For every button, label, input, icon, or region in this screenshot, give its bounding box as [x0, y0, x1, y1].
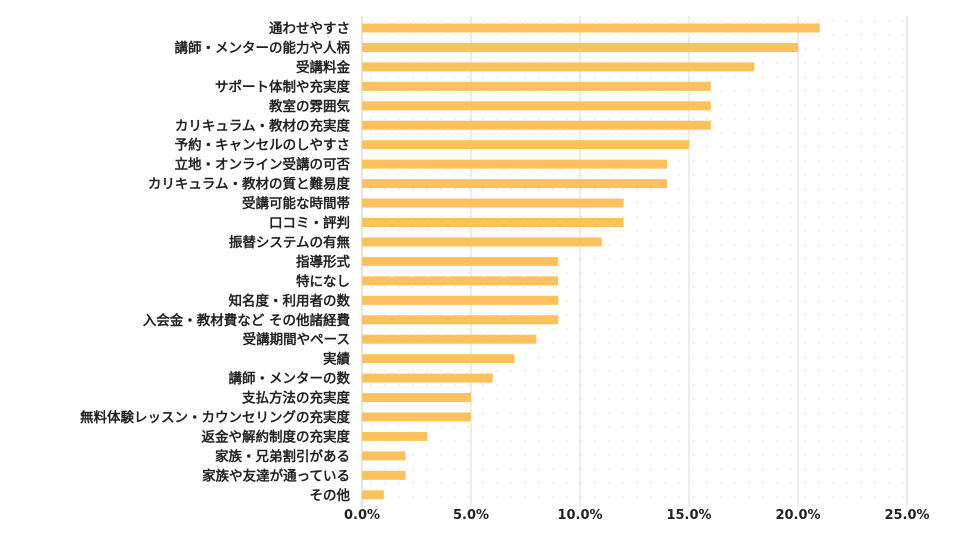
- category-label: 家族や友達が通っている: [202, 467, 350, 484]
- x-tick-label: 25.0%: [884, 508, 929, 523]
- bar: [362, 276, 559, 286]
- category-label: カリキュラム・教材の質と難易度: [148, 176, 351, 193]
- bars: [362, 23, 820, 500]
- category-label: サポート体制や充実度: [215, 78, 350, 95]
- category-label: 教室の雰囲気: [269, 98, 350, 115]
- category-label: 立地・オンライン受講の可否: [175, 156, 351, 173]
- bar: [362, 159, 668, 169]
- category-label: 受講期間やペース: [243, 331, 350, 348]
- category-label: 特になし: [296, 273, 350, 290]
- bar: [362, 218, 624, 227]
- category-label: 講師・メンターの数: [229, 370, 351, 387]
- bar: [362, 81, 711, 91]
- bar: [362, 354, 515, 364]
- category-label: 家族・兄弟割引がある: [215, 448, 350, 465]
- category-label: カリキュラム・教材の充実度: [175, 117, 351, 134]
- category-label: 通わせやすさ: [269, 21, 350, 37]
- bar: [362, 315, 559, 325]
- x-tick-label: 15.0%: [666, 508, 711, 523]
- category-label: 無料体験レッスン・カウンセリングの充実度: [80, 409, 350, 426]
- x-tick-label: 10.0%: [557, 508, 602, 523]
- bar: [362, 42, 798, 52]
- x-tick-labels: 0.0% 5.0% 10.0% 15.0% 20.0% 25.0%: [344, 508, 930, 523]
- bar: [362, 23, 820, 33]
- category-label: 指導形式: [296, 253, 350, 270]
- category-label: 実績: [323, 351, 350, 368]
- category-label: 入会金・教材費など その他諸経費: [143, 312, 351, 329]
- bar: [362, 179, 668, 189]
- bar: [362, 373, 493, 383]
- bar: [362, 101, 711, 111]
- category-label: 返金や解約制度の充実度: [202, 428, 351, 445]
- bar: [362, 431, 428, 441]
- bar: [362, 198, 624, 208]
- category-label: 予約・キャンセルのしやすさ: [175, 137, 350, 154]
- bar: [362, 62, 755, 72]
- bar: [362, 120, 711, 130]
- bar: [362, 393, 471, 403]
- bar: [362, 451, 406, 461]
- x-tick-label: 5.0%: [453, 508, 489, 523]
- category-label: 支払方法の充実度: [241, 390, 350, 407]
- bar: [362, 490, 384, 500]
- category-label: その他: [310, 487, 351, 504]
- bar: [362, 295, 559, 305]
- category-labels: 通わせやすさ講師・メンターの能力や人柄受講料金サポート体制や充実度教室の雰囲気カ…: [80, 21, 350, 504]
- x-tick-label: 0.0%: [344, 508, 380, 523]
- bar: [362, 140, 689, 150]
- category-label: 講師・メンターの能力や人柄: [175, 39, 351, 56]
- category-label: 振替システムの有無: [229, 234, 351, 251]
- bar: [362, 334, 537, 344]
- x-tick-label: 20.0%: [775, 508, 820, 523]
- bar: [362, 470, 406, 480]
- category-label: 知名度・利用者の数: [229, 292, 351, 309]
- bar: [362, 237, 602, 247]
- category-label: 受講可能な時間帯: [242, 195, 350, 212]
- bar: [362, 256, 559, 266]
- category-label: 受講料金: [296, 59, 350, 76]
- category-label: 口コミ・評判: [269, 215, 350, 232]
- bar: [362, 412, 471, 422]
